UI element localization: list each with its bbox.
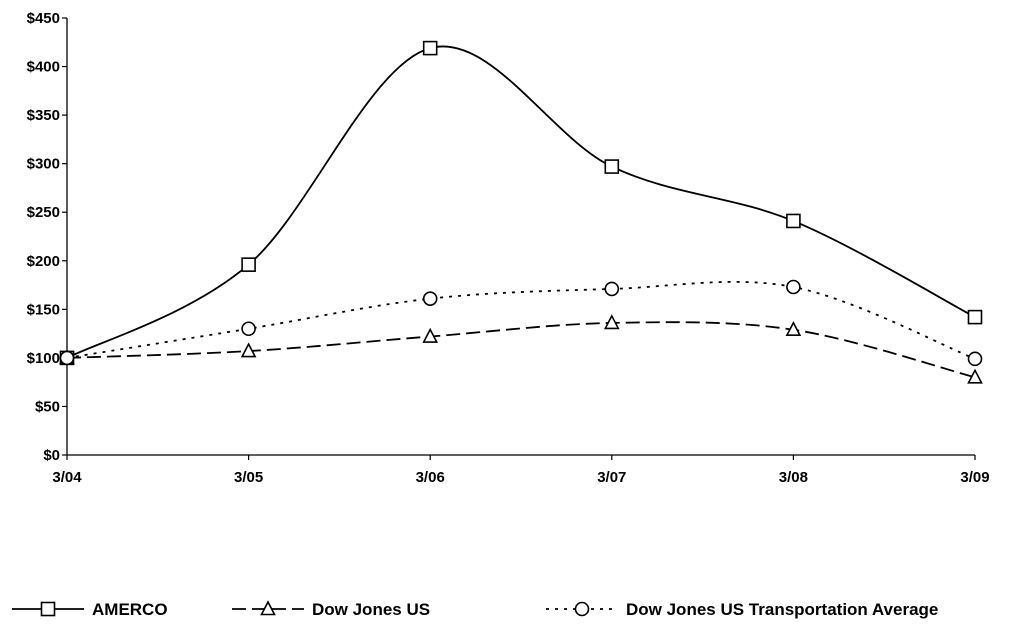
series-markers [59, 40, 983, 384]
y-tick-label: $150 [27, 301, 60, 318]
data-point-circle [59, 350, 75, 366]
data-point-square [967, 309, 983, 325]
x-tick-label: 3/08 [779, 469, 808, 486]
data-point-square [422, 40, 438, 56]
x-tick-label: 3/05 [234, 469, 263, 486]
data-point-square [604, 159, 620, 174]
y-tick-label: $450 [27, 10, 60, 27]
data-point-triangle [603, 314, 620, 330]
y-tick-label: $100 [27, 350, 60, 367]
data-point-square [241, 257, 256, 272]
legend-item-2: Dow Jones US Transportation Average [546, 600, 938, 619]
legend-label: Dow Jones US Transportation Average [626, 600, 938, 619]
x-tick-label: 3/09 [960, 469, 989, 486]
y-tick-label: $400 [27, 59, 60, 76]
data-point-triangle [240, 342, 257, 358]
y-tick-label: $0 [43, 447, 60, 464]
x-tick-label: 3/04 [52, 469, 82, 486]
legend-label: AMERCO [92, 600, 168, 619]
legend-item-1: Dow Jones US [232, 600, 430, 619]
y-tick-label: $200 [27, 253, 60, 270]
legend-marker-square [40, 601, 56, 617]
data-point-triangle [422, 327, 439, 343]
y-tick-label: $250 [27, 204, 60, 221]
series-line-0 [66, 45, 976, 359]
legend-item-0: AMERCO [12, 600, 168, 619]
legend: AMERCO Dow Jones US Dow Jones US Transport… [12, 600, 938, 619]
series-lines [66, 45, 976, 379]
data-point-circle [241, 321, 256, 337]
data-point-circle [786, 279, 801, 295]
y-tick-label: $350 [27, 107, 60, 124]
data-point-circle [604, 281, 620, 297]
legend-marker-triangle [260, 600, 276, 616]
y-tick-label: $300 [27, 156, 60, 173]
legend-label: Dow Jones US [312, 600, 430, 619]
data-point-square [786, 213, 801, 229]
axes [66, 18, 975, 456]
x-tick-label: 3/07 [597, 469, 626, 486]
x-axis-ticks: 3/04 3/05 3/06 3/07 3/08 3/09 [52, 455, 990, 486]
series-line-1 [66, 321, 976, 379]
data-point-circle [422, 291, 438, 306]
x-tick-label: 3/06 [416, 469, 445, 486]
legend-marker-circle [574, 601, 590, 617]
y-axis-ticks: $0 $50 $100 $150 $200 $250 $300 $350 $400 $450 [27, 10, 67, 464]
series-line-2 [66, 281, 976, 360]
data-point-triangle [785, 320, 802, 337]
data-point-circle [967, 351, 983, 367]
data-point-triangle [967, 368, 983, 384]
y-tick-label: $50 [35, 398, 60, 415]
